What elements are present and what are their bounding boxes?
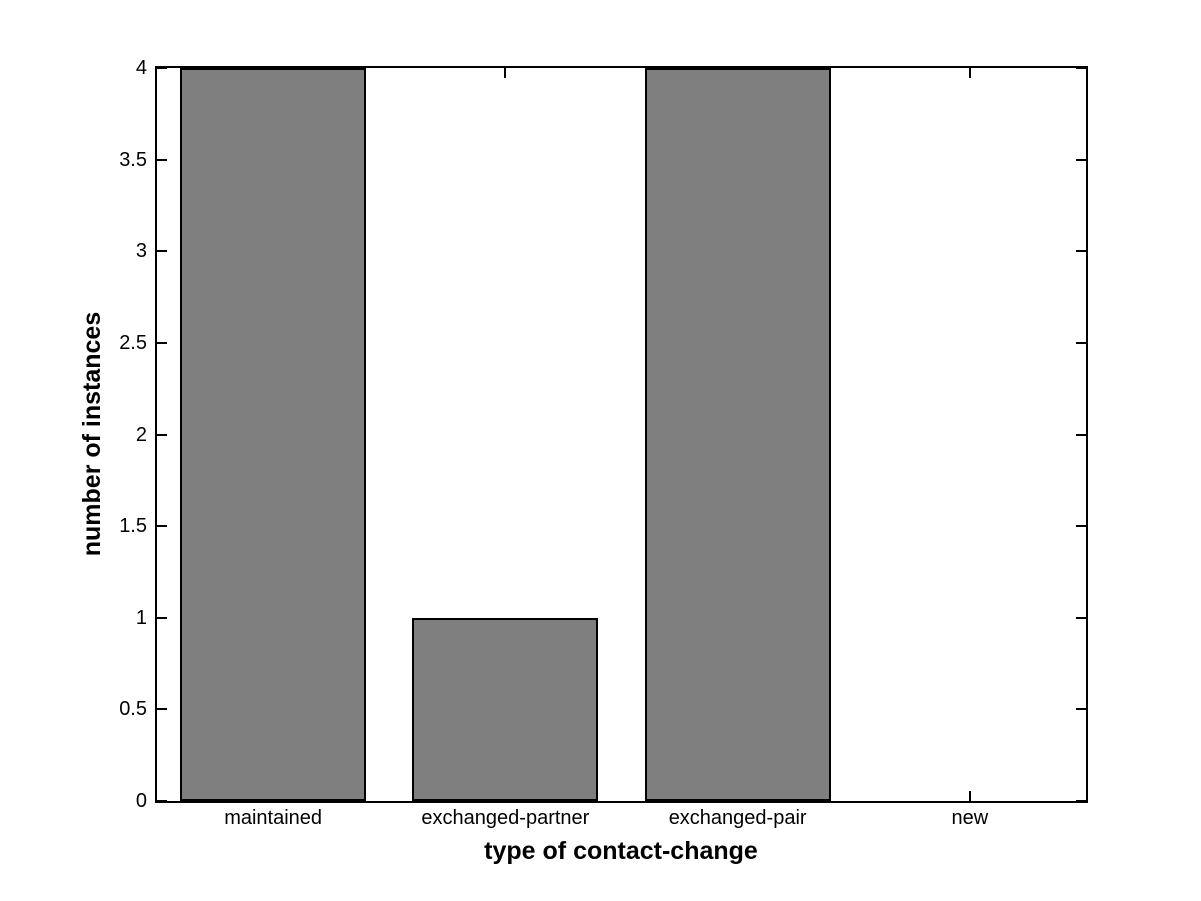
x-tick-bottom — [968, 791, 971, 801]
x-tick-label: exchanged-pair — [668, 807, 807, 829]
x-axis-label: type of contact-change — [484, 837, 758, 865]
y-tick-label: 1.5 — [119, 515, 147, 538]
y-tick-right — [1076, 341, 1086, 344]
y-tick-right — [1076, 433, 1086, 436]
bar-exchanged-pair — [644, 68, 831, 801]
y-tick-label: 2 — [135, 423, 147, 446]
y-tick-right — [1076, 67, 1086, 69]
y-tick-label: 2.5 — [119, 331, 147, 354]
y-tick-label: 0.5 — [119, 698, 147, 721]
y-tick-left — [157, 433, 167, 436]
bar-exchanged-partner — [412, 617, 599, 801]
y-tick-right — [1076, 800, 1086, 802]
y-tick-left — [157, 158, 167, 161]
y-tick-label: 1 — [135, 606, 147, 629]
y-tick-right — [1076, 525, 1086, 528]
y-tick-left — [157, 341, 167, 344]
y-tick-right — [1076, 158, 1086, 161]
y-tick-left — [157, 67, 167, 69]
x-tick-label: new — [951, 807, 989, 829]
y-tick-label: 3.5 — [119, 148, 147, 171]
x-tick-top — [504, 68, 507, 78]
y-tick-right — [1076, 250, 1086, 253]
x-tick-label: maintained — [224, 807, 323, 829]
x-tick-label: exchanged-partner — [421, 807, 590, 829]
y-tick-left — [157, 250, 167, 253]
plot-area — [155, 66, 1088, 803]
y-tick-left — [157, 616, 167, 619]
y-tick-left — [157, 800, 167, 802]
bar-maintained — [180, 68, 367, 801]
y-tick-label: 4 — [135, 57, 147, 79]
y-tick-left — [157, 708, 167, 711]
x-tick-top — [968, 68, 971, 78]
y-tick-right — [1076, 616, 1086, 619]
y-tick-label: 0 — [135, 790, 147, 812]
y-tick-right — [1076, 708, 1086, 711]
y-tick-left — [157, 525, 167, 528]
y-tick-label: 3 — [135, 240, 147, 263]
